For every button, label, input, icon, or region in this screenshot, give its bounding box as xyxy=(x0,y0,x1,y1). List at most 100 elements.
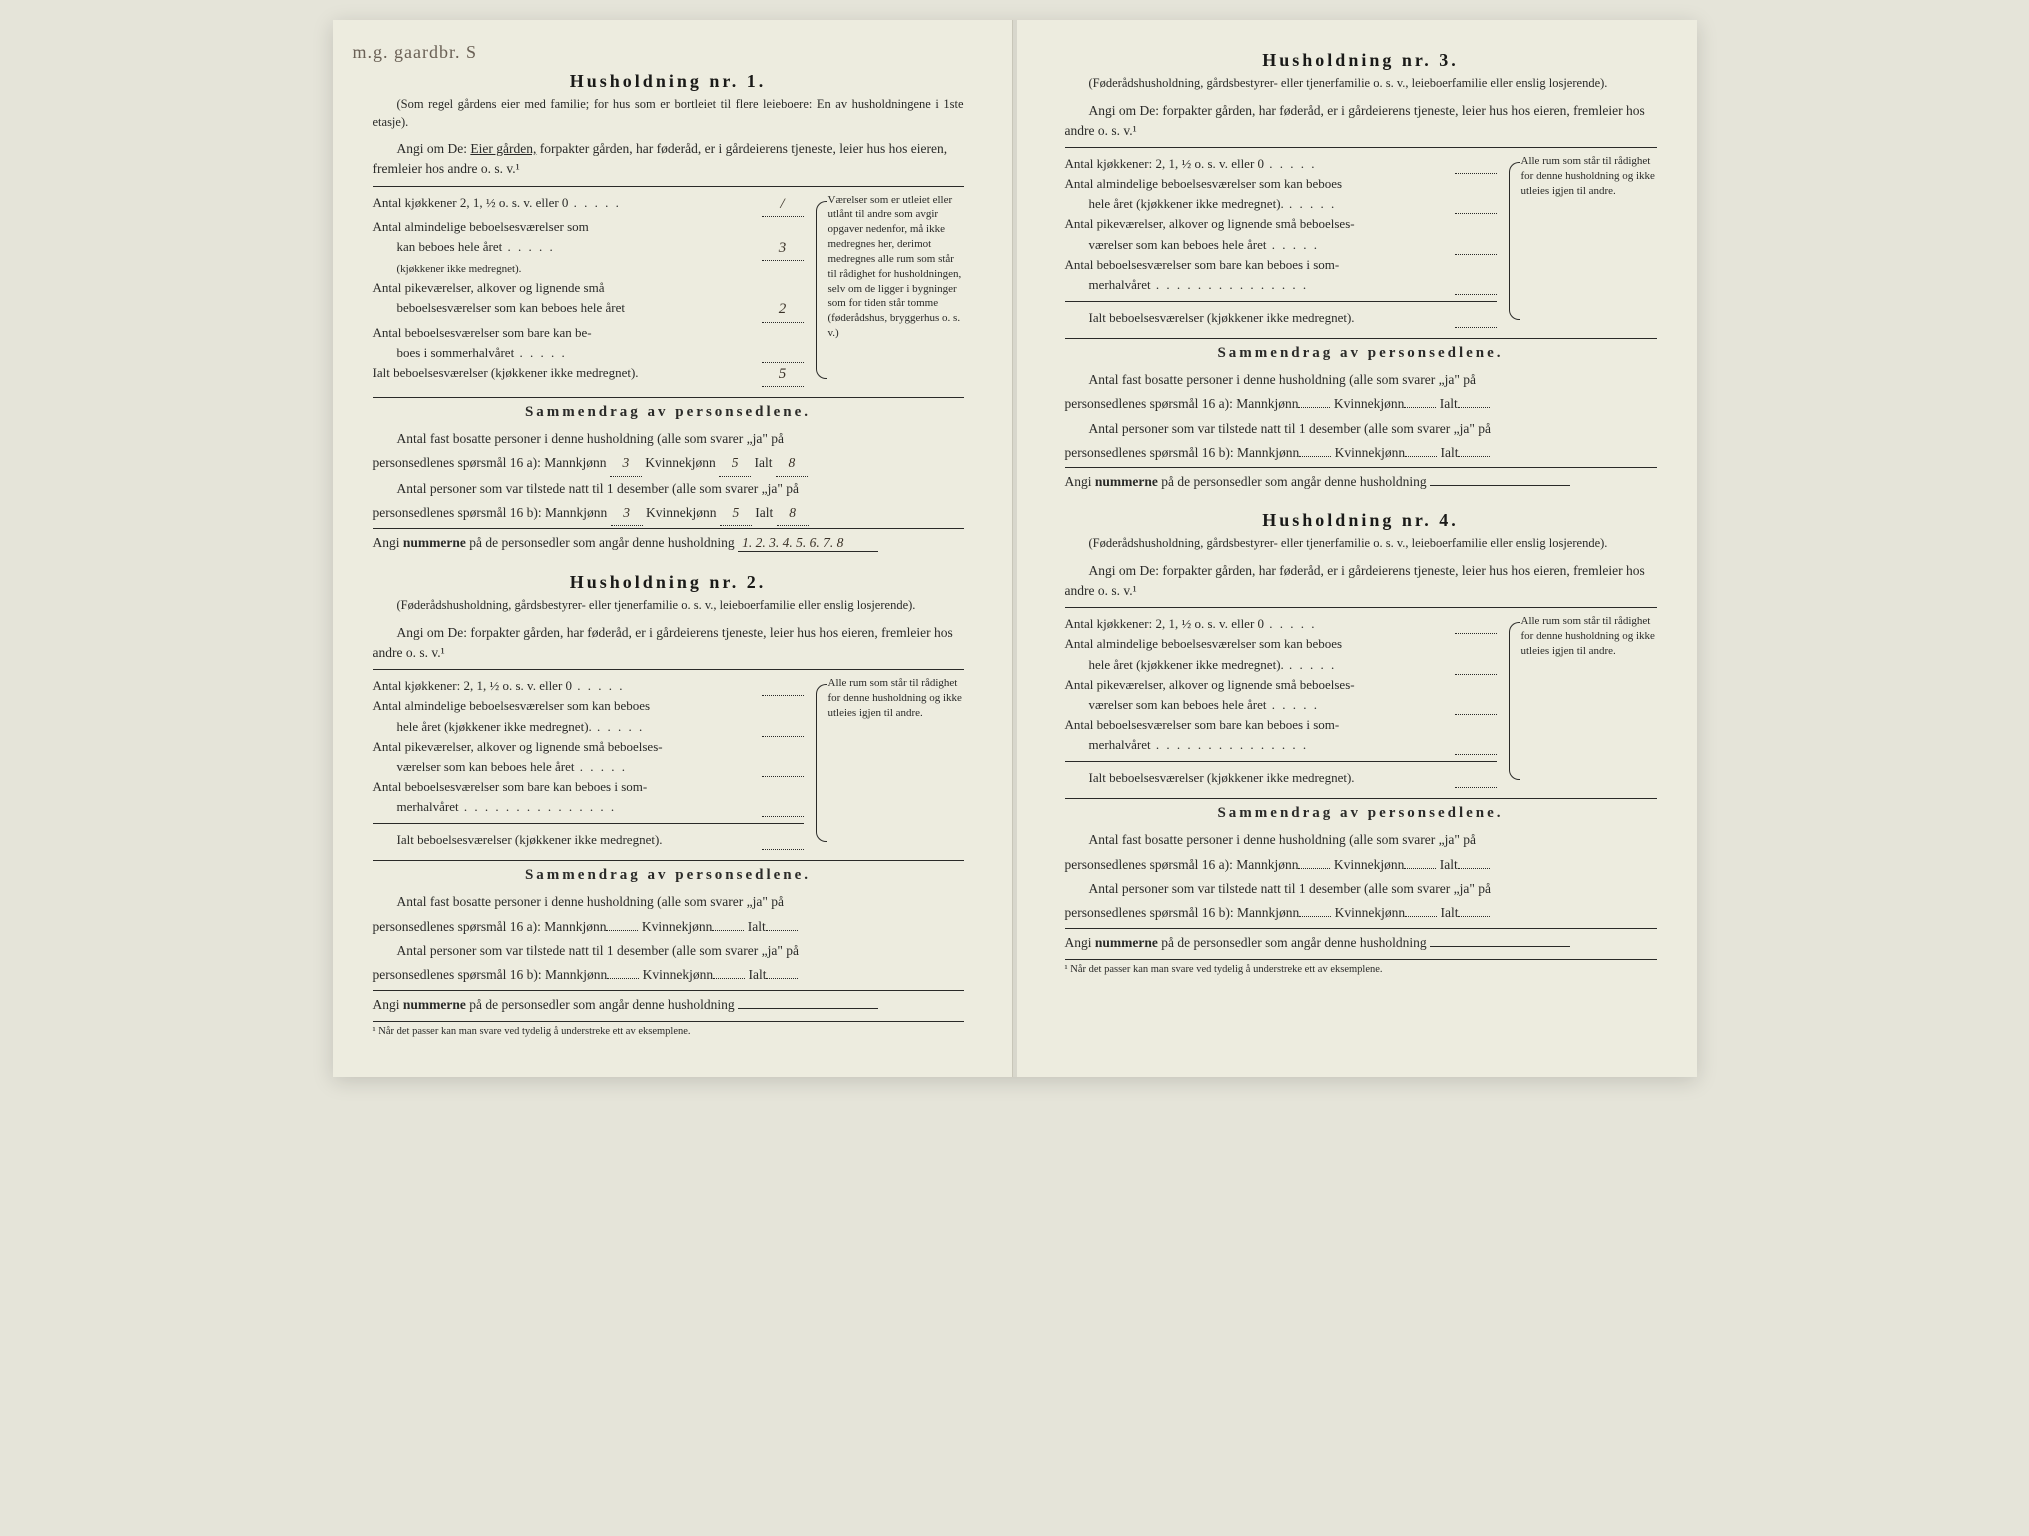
label: Antal kjøkkener: 2, 1, ½ o. s. v. eller … xyxy=(373,676,762,696)
sd-title-1: Sammendrag av personsedlene. xyxy=(373,404,964,421)
label: Kvinnekjønn xyxy=(643,967,714,982)
row-sommer: Antal beboelsesværelser som bare kan beb… xyxy=(1065,255,1497,295)
label: personsedlenes spørsmål 16 a): Mannkjønn xyxy=(1065,857,1299,872)
value xyxy=(762,757,804,777)
note: (kjøkkener ikke medregnet). xyxy=(373,261,804,278)
text-bold: nummerne xyxy=(1095,474,1158,489)
label: værelser som kan beboes hele året xyxy=(1065,695,1455,715)
value: 3 xyxy=(762,237,804,261)
row-pike: Antal pikeværelser, alkover og lignende … xyxy=(373,737,804,777)
row-ialt: Ialt beboelsesværelser (kjøkkener ikke m… xyxy=(373,363,804,387)
handwritten-annotation: m.g. gaardbr. S xyxy=(353,42,944,63)
sd-line: Antal personer som var tilstede natt til… xyxy=(373,477,964,501)
value xyxy=(766,978,798,979)
row-pike: Antal pikeværelser, alkover og lignende … xyxy=(1065,675,1497,715)
value: / xyxy=(762,193,804,217)
rule xyxy=(373,990,964,991)
numbers-value xyxy=(1430,485,1570,486)
value xyxy=(1405,916,1437,917)
value xyxy=(762,343,804,363)
sd-16b: personsedlenes spørsmål 16 b): Mannkjønn… xyxy=(1065,441,1657,465)
rule xyxy=(1065,761,1497,762)
label: Antal kjøkkener: 2, 1, ½ o. s. v. eller … xyxy=(1065,614,1455,634)
row-ialt: Ialt beboelsesværelser (kjøkkener ikke m… xyxy=(1065,768,1497,788)
footnote-left: ¹ Når det passer kan man svare ved tydel… xyxy=(373,1021,964,1037)
sd-line: Antal fast bosatte personer i denne hush… xyxy=(1065,828,1657,852)
label: hele året (kjøkkener ikke medregnet). xyxy=(373,717,762,737)
angi-num-4: Angi nummerne på de personsedler som ang… xyxy=(1065,935,1657,951)
value xyxy=(762,676,804,696)
sd-title-3: Sammendrag av personsedlene. xyxy=(1065,345,1657,362)
sd-16a: personsedlenes spørsmål 16 a): Mannkjønn… xyxy=(1065,853,1657,877)
text: Angi xyxy=(1065,935,1092,950)
sd-title-4: Sammendrag av personsedlene. xyxy=(1065,805,1657,822)
label: beboelsesværelser som kan beboes hele år… xyxy=(373,298,762,322)
label: boes i sommerhalvåret xyxy=(373,343,762,363)
label: personsedlenes spørsmål 16 a): Mannkjønn xyxy=(373,919,607,934)
value: 2 xyxy=(762,298,804,322)
sd-line: Antal fast bosatte personer i denne hush… xyxy=(373,890,964,914)
sd-16b: personsedlenes spørsmål 16 b): Mannkjønn… xyxy=(1065,901,1657,925)
section-1-angi: Angi om De: Eier gården, forpakter gårde… xyxy=(373,139,964,180)
value xyxy=(1455,194,1497,214)
sd-line: Antal fast bosatte personer i denne hush… xyxy=(1065,368,1657,392)
rule xyxy=(1065,338,1657,339)
label: personsedlenes spørsmål 16 b): Mannkjønn xyxy=(1065,905,1300,920)
label: Ialt xyxy=(1440,857,1458,872)
value xyxy=(713,978,745,979)
row-ialt: Ialt beboelsesværelser (kjøkkener ikke m… xyxy=(373,830,804,850)
value xyxy=(1458,868,1490,869)
value xyxy=(762,830,804,850)
angi-prefix: Angi om De: xyxy=(397,141,468,156)
angi-num-2: Angi nummerne på de personsedler som ang… xyxy=(373,997,964,1013)
sd-16a: personsedlenes spørsmål 16 a): Mannkjønn… xyxy=(373,915,964,939)
value xyxy=(1455,735,1497,755)
sd-line: Antal personer som var tilstede natt til… xyxy=(373,939,964,963)
value xyxy=(1404,407,1436,408)
label: Antal pikeværelser, alkover og lignende … xyxy=(1065,675,1497,695)
label: værelser som kan beboes hele året xyxy=(1065,235,1455,255)
value xyxy=(762,797,804,817)
mk-value: 3 xyxy=(611,501,643,526)
value xyxy=(712,930,744,931)
label: Ialt xyxy=(748,967,766,982)
label: personsedlenes spørsmål 16 b): Mannkjønn xyxy=(373,967,608,982)
text-bold: nummerne xyxy=(1095,935,1158,950)
form-left: Antal kjøkkener: 2, 1, ½ o. s. v. eller … xyxy=(1065,614,1497,788)
label: Ialt beboelsesværelser (kjøkkener ikke m… xyxy=(1089,308,1455,328)
value: 5 xyxy=(762,363,804,387)
label: personsedlenes spørsmål 16 b): Mannkjønn xyxy=(373,505,608,520)
angi-underlined: Eier gården, xyxy=(470,141,536,156)
label: Kvinnekjønn xyxy=(1334,857,1405,872)
label: Antal kjøkkener 2, 1, ½ o. s. v. eller 0 xyxy=(373,193,762,217)
side-note: Værelser som er utleiet eller utlånt til… xyxy=(816,193,964,388)
label: Antal pikeværelser, alkover og lignende … xyxy=(1065,214,1497,234)
value xyxy=(1458,916,1490,917)
label: Ialt beboelsesværelser (kjøkkener ikke m… xyxy=(373,363,762,387)
row-kitchens: Antal kjøkkener 2, 1, ½ o. s. v. eller 0… xyxy=(373,193,804,217)
label: Ialt beboelsesværelser (kjøkkener ikke m… xyxy=(1089,768,1455,788)
kk-value: 5 xyxy=(719,451,751,476)
value xyxy=(606,930,638,931)
mk-value: 3 xyxy=(610,451,642,476)
rule xyxy=(373,397,964,398)
rule xyxy=(373,528,964,529)
section-3-desc: (Føderådshusholdning, gårdsbestyrer- ell… xyxy=(1065,75,1657,93)
label: merhalvåret xyxy=(373,797,762,817)
rule xyxy=(1065,928,1657,929)
left-page: m.g. gaardbr. S Husholdning nr. 1. (Som … xyxy=(333,20,1013,1077)
side-note: Alle rum som står til rådighet for denne… xyxy=(1509,614,1657,788)
label: Ialt xyxy=(1440,905,1458,920)
row-ialt: Ialt beboelsesværelser (kjøkkener ikke m… xyxy=(1065,308,1497,328)
rule xyxy=(373,669,964,670)
row-kitchens: Antal kjøkkener: 2, 1, ½ o. s. v. eller … xyxy=(1065,614,1497,634)
kk-value: 5 xyxy=(720,501,752,526)
label: Kvinnekjønn xyxy=(1335,445,1406,460)
form-left: Antal kjøkkener: 2, 1, ½ o. s. v. eller … xyxy=(373,676,804,850)
value xyxy=(1458,456,1490,457)
row-kitchens: Antal kjøkkener: 2, 1, ½ o. s. v. eller … xyxy=(1065,154,1497,174)
section-3: Husholdning nr. 3. (Føderådshusholdning,… xyxy=(1065,50,1657,490)
sd-line: Antal personer som var tilstede natt til… xyxy=(1065,417,1657,441)
value xyxy=(1455,275,1497,295)
ialt-value: 8 xyxy=(776,451,808,476)
